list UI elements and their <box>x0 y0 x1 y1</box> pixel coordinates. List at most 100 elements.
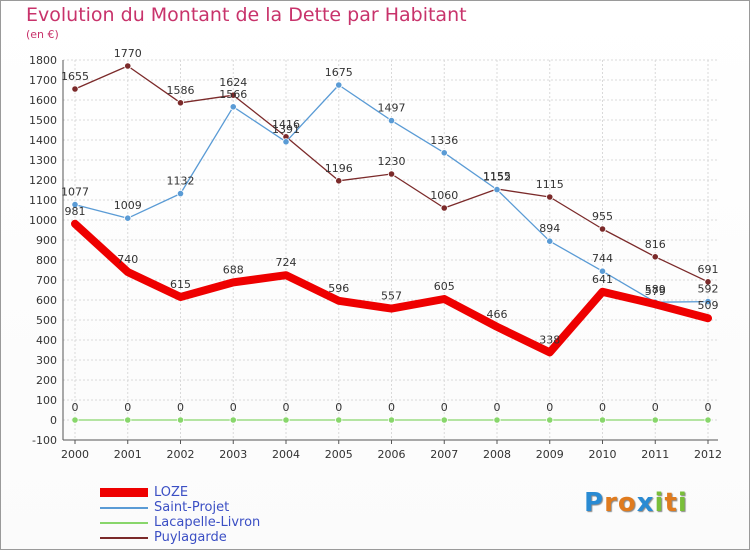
y-tick-label: 100 <box>36 394 57 407</box>
data-label-loze: 466 <box>487 308 508 321</box>
data-point-lacapelle-livron <box>704 416 712 424</box>
data-label-loze: 557 <box>381 290 402 303</box>
chart-title: Evolution du Montant de la Dette par Hab… <box>26 4 467 26</box>
data-point-saint-projet <box>71 201 79 209</box>
y-tick-label: 1000 <box>29 214 57 227</box>
x-tick-label: 2010 <box>589 448 617 461</box>
y-tick-label: 300 <box>36 354 57 367</box>
legend-label-loze: LOZE <box>154 485 189 500</box>
y-tick-label: 200 <box>36 374 57 387</box>
y-tick-label: 400 <box>36 334 57 347</box>
data-point-lacapelle-livron <box>598 416 607 424</box>
x-tick-label: 2012 <box>694 448 722 461</box>
data-label-lacapelle-livron: 0 <box>546 401 553 414</box>
data-label-saint-projet: 589 <box>645 283 666 296</box>
y-tick-label: 1600 <box>29 94 57 107</box>
data-point-puylagarde <box>546 193 554 201</box>
y-tick-label: 0 <box>50 414 57 427</box>
y-tick-label: 1800 <box>29 54 57 67</box>
data-label-puylagarde: 1196 <box>325 162 353 175</box>
data-label-puylagarde: 1655 <box>61 70 89 83</box>
data-label-loze: 981 <box>65 205 86 218</box>
y-tick-label: 1100 <box>29 194 57 207</box>
data-label-lacapelle-livron: 0 <box>72 401 79 414</box>
y-tick-label: 700 <box>36 274 57 287</box>
data-label-loze: 641 <box>592 273 613 286</box>
data-point-puylagarde <box>387 170 396 178</box>
logo-letter: r <box>604 488 618 518</box>
x-tick-label: 2008 <box>483 448 511 461</box>
data-point-lacapelle-livron <box>124 416 132 424</box>
data-point-saint-projet <box>282 138 290 146</box>
data-point-puylagarde <box>704 278 712 286</box>
data-point-saint-projet <box>229 103 237 111</box>
data-point-lacapelle-livron <box>229 416 237 424</box>
data-point-puylagarde <box>229 91 237 99</box>
data-label-puylagarde: 1586 <box>167 84 195 97</box>
data-label-puylagarde: 816 <box>645 238 666 251</box>
data-label-saint-projet: 1391 <box>272 123 300 136</box>
data-label-lacapelle-livron: 0 <box>441 401 448 414</box>
data-label-puylagarde: 1770 <box>114 47 142 60</box>
x-tick-label: 2000 <box>61 448 89 461</box>
data-label-saint-projet: 1566 <box>219 88 247 101</box>
data-label-puylagarde: 1155 <box>483 170 511 183</box>
x-tick-label: 2002 <box>167 448 195 461</box>
y-tick-label: 1300 <box>29 154 57 167</box>
data-point-lacapelle-livron <box>440 416 448 424</box>
data-label-puylagarde: 1624 <box>219 76 247 89</box>
data-label-saint-projet: 1336 <box>430 134 458 147</box>
data-label-loze: 688 <box>223 263 244 276</box>
data-label-puylagarde: 1115 <box>536 178 564 191</box>
data-point-lacapelle-livron <box>71 416 79 424</box>
data-point-saint-projet <box>176 190 185 198</box>
data-label-loze: 338 <box>539 333 560 346</box>
data-point-saint-projet <box>387 117 396 125</box>
data-label-loze: 724 <box>276 256 297 269</box>
x-tick-label: 2005 <box>325 448 353 461</box>
x-tick-label: 2009 <box>536 448 564 461</box>
data-label-saint-projet: 1077 <box>61 186 89 199</box>
x-tick-label: 2003 <box>219 448 247 461</box>
data-point-puylagarde <box>124 62 132 70</box>
data-label-loze: 509 <box>698 299 719 312</box>
y-tick-label: 600 <box>36 294 57 307</box>
data-label-saint-projet: 1132 <box>167 175 195 188</box>
data-label-lacapelle-livron: 0 <box>388 401 395 414</box>
data-point-lacapelle-livron <box>282 416 290 424</box>
y-tick-label: 900 <box>36 234 57 247</box>
logo-letter: i <box>677 488 688 518</box>
x-tick-label: 2004 <box>272 448 300 461</box>
data-point-puylagarde <box>335 177 343 185</box>
data-point-lacapelle-livron <box>176 416 185 424</box>
data-label-lacapelle-livron: 0 <box>230 401 237 414</box>
data-label-lacapelle-livron: 0 <box>705 401 712 414</box>
data-point-puylagarde <box>598 225 607 233</box>
data-label-saint-projet: 1497 <box>378 102 406 115</box>
data-label-lacapelle-livron: 0 <box>335 401 342 414</box>
data-label-puylagarde: 955 <box>592 210 613 223</box>
data-point-saint-projet <box>598 267 607 275</box>
data-label-puylagarde: 1416 <box>272 118 300 131</box>
data-label-lacapelle-livron: 0 <box>177 401 184 414</box>
data-label-lacapelle-livron: 0 <box>652 401 659 414</box>
legend-label-puylagarde: Puylagarde <box>154 530 227 545</box>
data-label-saint-projet: 1009 <box>114 199 142 212</box>
data-label-loze: 615 <box>170 278 191 291</box>
series-line-loze <box>71 219 712 357</box>
y-tick-label: 1700 <box>29 74 57 87</box>
data-label-lacapelle-livron: 0 <box>283 401 290 414</box>
x-tick-label: 2011 <box>641 448 669 461</box>
chart-unit: (en €) <box>26 28 59 41</box>
data-point-saint-projet <box>124 214 132 222</box>
data-point-saint-projet <box>335 81 343 89</box>
data-point-lacapelle-livron <box>546 416 554 424</box>
data-point-puylagarde <box>71 85 79 93</box>
legend-swatch-puylagarde <box>100 537 148 539</box>
x-tick-label: 2001 <box>114 448 142 461</box>
logo-letter: P <box>584 488 605 518</box>
y-tick-label: 1500 <box>29 114 57 127</box>
x-tick-label: 2006 <box>378 448 406 461</box>
